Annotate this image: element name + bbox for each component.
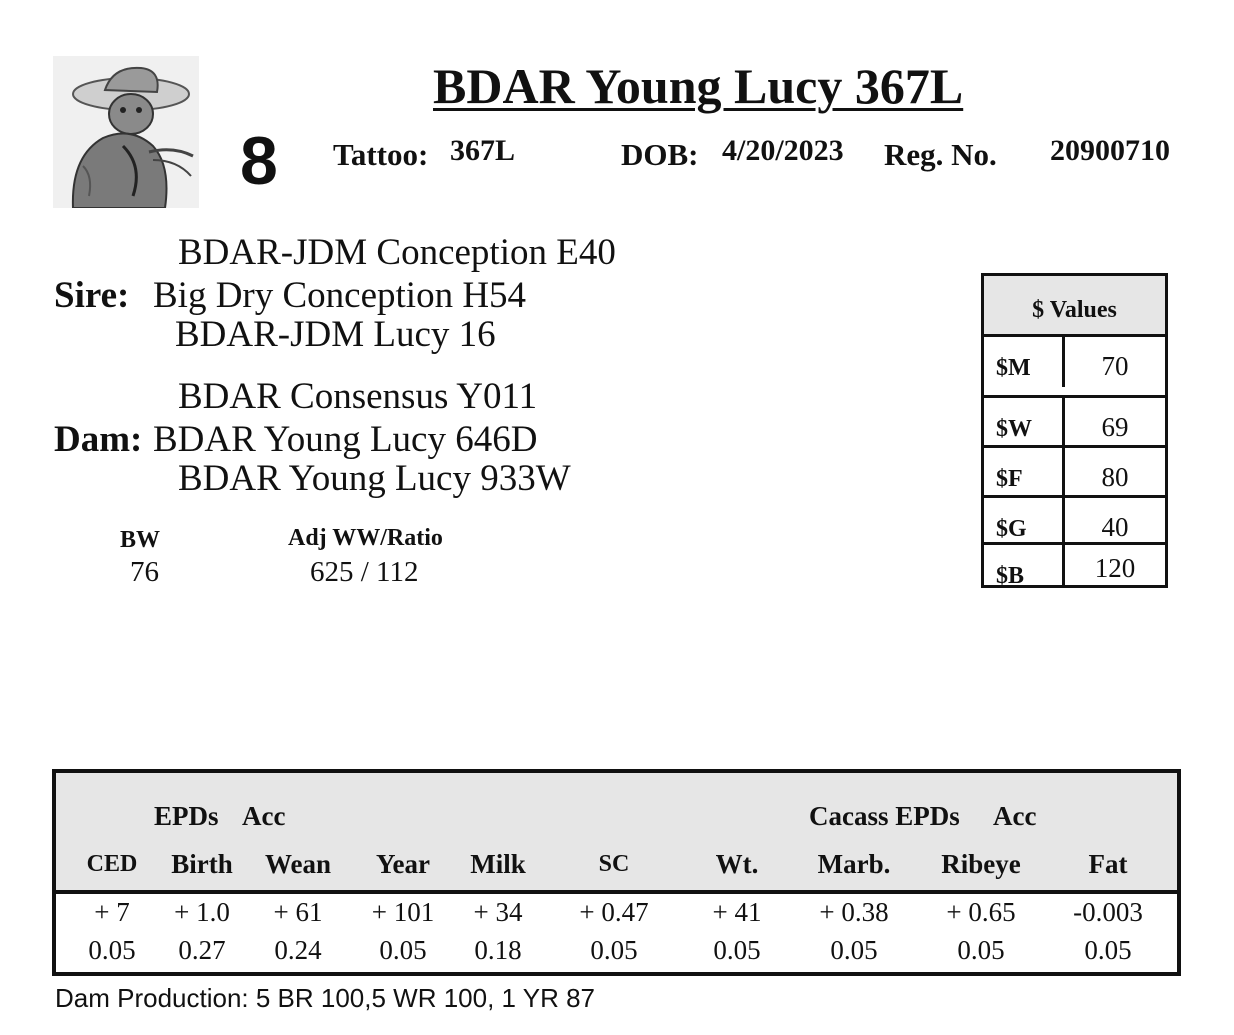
- carcass-epds-label: Cacass EPDs: [809, 801, 960, 831]
- epd-accuracy: 0.05: [713, 935, 761, 965]
- epd-accuracy: 0.05: [88, 935, 136, 965]
- dollar-values-table: $ Values $M 70 $W 69 $F 80 $G 40 $B 120: [981, 273, 1168, 589]
- epd-value: + 61: [273, 897, 323, 927]
- dollar-value-number: 69: [1101, 412, 1129, 442]
- dollar-value-label: $B: [996, 563, 1025, 589]
- bw-value: 76: [130, 556, 159, 588]
- epd-table: EPDs Acc Cacass EPDs Acc CED Birth Wean Yea…: [52, 769, 1181, 976]
- dob-value: 4/20/2023: [722, 134, 844, 167]
- dam-label: Dam:: [54, 419, 143, 460]
- epd-column-header: Wean: [264, 849, 331, 879]
- epd-column-header: SC: [598, 851, 630, 877]
- epd-value: + 41: [712, 897, 762, 927]
- tattoo-value: 367L: [450, 134, 516, 167]
- bw-label: BW: [120, 527, 161, 553]
- lot-number: 8: [240, 123, 278, 199]
- epd-column-header: Wt.: [715, 849, 759, 879]
- sire-name: Big Dry Conception H54: [153, 275, 527, 316]
- dam-name: BDAR Young Lucy 646D: [153, 419, 538, 460]
- dollar-values-heading: $ Values: [984, 276, 1165, 337]
- epd-accuracy: 0.05: [379, 935, 427, 965]
- epd-accuracy: 0.18: [474, 935, 522, 965]
- dollar-value-row: $M 70: [984, 337, 1165, 387]
- carcass-acc-label: Acc: [993, 801, 1037, 831]
- adj-ww-label: Adj WW/Ratio: [288, 525, 443, 551]
- epd-accuracy: 0.05: [1084, 935, 1132, 965]
- epd-value: + 101: [371, 897, 435, 927]
- epd-table-header: EPDs Acc Cacass EPDs Acc CED Birth Wean Yea…: [56, 773, 1177, 894]
- sire-sire: BDAR-JDM Conception E40: [178, 232, 616, 273]
- epd-column-header: Birth: [171, 849, 233, 879]
- dollar-value-label: $M: [996, 355, 1031, 381]
- dollar-value-row: $F 80: [984, 445, 1165, 495]
- epd-value: + 0.47: [579, 897, 649, 927]
- cowboy-sketch-icon: [53, 56, 199, 208]
- epd-accuracy: 0.27: [178, 935, 226, 965]
- dollar-value-label: $G: [996, 516, 1027, 542]
- ranch-logo: [53, 56, 199, 208]
- sire-dam: BDAR-JDM Lucy 16: [175, 314, 496, 355]
- reg-no-label: Reg. No.: [884, 137, 997, 172]
- dam-production-note: Dam Production: 5 BR 100,5 WR 100, 1 YR …: [55, 983, 596, 1013]
- dam-dam: BDAR Young Lucy 933W: [178, 458, 571, 499]
- adj-ww-value: 625 / 112: [310, 556, 419, 588]
- dollar-value-number: 120: [1094, 553, 1136, 583]
- epd-value: + 1.0: [174, 897, 230, 927]
- epd-accuracy: 0.05: [590, 935, 638, 965]
- epd-column-header: Ribeye: [941, 849, 1021, 879]
- epd-column-header: Marb.: [817, 849, 891, 879]
- epd-column-header: Fat: [1088, 849, 1128, 879]
- epd-accuracy: 0.05: [957, 935, 1005, 965]
- dollar-value-label: $W: [996, 416, 1032, 442]
- epd-column-header: Year: [376, 849, 430, 879]
- epd-value: -0.003: [1073, 897, 1143, 927]
- dam-sire: BDAR Consensus Y011: [178, 376, 538, 417]
- epd-column-header: Milk: [470, 849, 526, 879]
- dollar-value-row: $G 40: [984, 495, 1165, 545]
- acc-label: Acc: [242, 801, 286, 831]
- dollar-value-label: $F: [996, 466, 1023, 492]
- reg-no-value: 20900710: [1050, 134, 1170, 167]
- epd-value: + 34: [473, 897, 523, 927]
- sire-label: Sire:: [54, 275, 130, 316]
- epd-accuracy: 0.24: [274, 935, 322, 965]
- epd-value: + 0.65: [946, 897, 1016, 927]
- tattoo-label: Tattoo:: [333, 137, 429, 172]
- dob-label: DOB:: [621, 137, 699, 172]
- epd-value: + 7: [94, 897, 130, 927]
- dollar-value-number: 70: [1101, 351, 1129, 381]
- animal-name-title: BDAR Young Lucy 367L: [433, 58, 964, 114]
- epd-value: + 0.38: [819, 897, 889, 927]
- epds-label: EPDs: [154, 801, 219, 831]
- epd-accuracy: 0.05: [830, 935, 878, 965]
- dollar-value-number: 80: [1101, 462, 1129, 492]
- dollar-value-number: 40: [1101, 512, 1129, 542]
- epd-column-header: CED: [86, 851, 138, 877]
- dollar-value-row: $B 120: [984, 542, 1165, 589]
- dollar-value-row: $W 69: [984, 395, 1165, 445]
